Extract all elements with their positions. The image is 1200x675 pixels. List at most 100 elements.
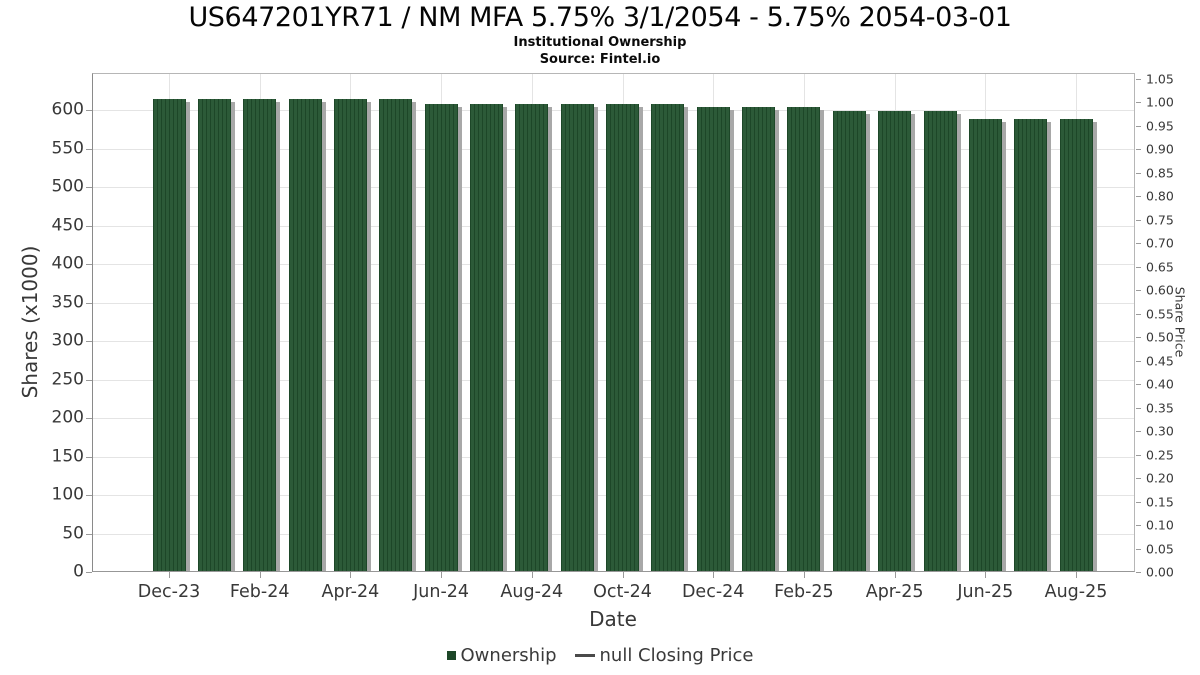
ownership-bar [379, 99, 413, 571]
plot-area [92, 73, 1135, 572]
x-axis-tick-label: Apr-25 [865, 582, 924, 602]
x-axis-tick [1076, 572, 1077, 578]
y-axis-tick-right [1136, 196, 1141, 198]
legend-label: null Closing Price [599, 645, 754, 666]
y-axis-tick-right [1136, 313, 1141, 315]
y-axis-tick-label-left: 150 [51, 446, 84, 467]
y-axis-tick-label-right: 0.95 [1146, 118, 1174, 134]
ownership-bar [832, 110, 866, 571]
x-axis-tick [985, 572, 987, 578]
y-axis-tick-left [86, 456, 92, 458]
y-axis-tick-label-right: 0.90 [1146, 141, 1174, 157]
x-axis-tick [259, 572, 261, 578]
legend: Ownership null Closing Price [0, 645, 1200, 666]
y-axis-tick-label-right: 0.70 [1146, 235, 1174, 251]
y-axis-tick-label-right: 0.65 [1146, 259, 1174, 275]
y-axis-tick-right [1136, 149, 1141, 151]
chart-title: US647201YR71 / NM MFA 5.75% 3/1/2054 - 5… [188, 2, 1012, 33]
x-axis-tick-label: Oct-24 [593, 582, 652, 602]
ownership-bar [424, 103, 458, 571]
y-axis-tick-label-right: 0.80 [1146, 188, 1174, 204]
ownership-bar [560, 103, 594, 571]
y-axis-tick-label-right: 0.45 [1146, 353, 1174, 369]
y-axis-tick-label-right: 0.15 [1146, 494, 1174, 510]
y-axis-tick-left [86, 379, 92, 381]
ownership-bar [878, 110, 912, 571]
y-axis-tick-right [1136, 78, 1141, 80]
y-axis-tick-left [86, 533, 92, 535]
ownership-bar [152, 99, 186, 571]
x-axis-tick-label: Jun-25 [957, 582, 1014, 602]
y-axis-tick-label-right: 0.20 [1146, 470, 1174, 486]
x-axis-tick-label: Jun-24 [413, 582, 470, 602]
ownership-bar [787, 107, 821, 571]
chart-subtitle: Institutional Ownership [513, 35, 687, 50]
ownership-bar [742, 107, 776, 571]
y-axis-tick-right [1136, 525, 1141, 526]
x-axis-tick-label: Feb-24 [229, 582, 290, 602]
y-axis-tick-label-left: 600 [51, 99, 84, 120]
legend-square-marker-icon [446, 651, 456, 660]
y-axis-tick-label-right: 0.25 [1146, 447, 1174, 463]
y-axis-tick-right [1136, 501, 1141, 503]
y-axis-tick-left [86, 148, 92, 150]
y-axis-tick-left [86, 302, 92, 304]
y-axis-tick-label-left: 50 [62, 523, 84, 544]
x-axis-tick [622, 572, 624, 578]
y-axis-tick-label-right: 0.10 [1146, 517, 1174, 533]
y-axis-tick-label-left: 500 [51, 176, 84, 197]
x-axis-tick [713, 572, 715, 578]
y-axis-tick-label-left: 100 [51, 484, 84, 505]
y-axis-tick-right [1136, 337, 1141, 339]
ownership-bar [968, 119, 1002, 571]
y-axis-tick-left [86, 110, 92, 111]
y-axis-tick-label-right: 0.55 [1146, 306, 1174, 322]
y-axis-tick-label-right: 0.05 [1146, 541, 1174, 556]
y-axis-tick-label-left: 300 [51, 330, 84, 351]
ownership-bar [606, 103, 639, 571]
ownership-bar [197, 99, 231, 571]
y-axis-tick-label-right: 0.00 [1146, 564, 1174, 580]
x-axis-tick [350, 572, 352, 578]
ownership-bar [288, 99, 322, 571]
x-axis-label: Date [589, 607, 637, 631]
x-axis-tick [441, 572, 443, 578]
y-axis-tick-left [86, 418, 92, 419]
ownership-bar [515, 103, 549, 571]
y-axis-tick-left [86, 495, 92, 496]
y-axis-tick-left [86, 341, 92, 342]
y-axis-tick-label-right: 1.05 [1146, 71, 1174, 87]
legend-item: Ownership [446, 645, 557, 666]
ownership-bar [651, 103, 685, 571]
y-axis-tick-left [86, 187, 92, 188]
x-axis-tick-label: Dec-24 [681, 582, 745, 602]
chart-source: Source: Fintel.io [539, 52, 661, 67]
ownership-bar [923, 110, 957, 571]
y-axis-tick-right [1136, 548, 1141, 550]
y-axis-tick-label-right: 0.85 [1146, 165, 1174, 181]
y-axis-tick-right [1136, 572, 1141, 573]
legend-item: null Closing Price [574, 645, 754, 666]
y-axis-tick-right [1136, 219, 1141, 221]
ownership-bar [696, 107, 730, 571]
legend-line-marker-icon [574, 654, 595, 657]
x-axis-tick [169, 572, 170, 578]
y-axis-tick-right [1136, 478, 1141, 480]
y-axis-tick-label-right: 1.00 [1146, 94, 1174, 110]
ownership-bar [469, 103, 503, 571]
y-axis-tick-label-right: 0.40 [1146, 376, 1174, 392]
y-axis-tick-left [86, 572, 92, 573]
y-axis-tick-label-left: 200 [51, 407, 84, 428]
ownership-bar [1059, 119, 1093, 571]
y-axis-tick-right [1136, 454, 1141, 456]
y-axis-tick-right [1136, 290, 1141, 292]
y-axis-tick-right [1136, 266, 1141, 268]
ownership-bar [333, 99, 367, 571]
y-axis-label-right: Share Price [1172, 286, 1188, 358]
y-axis-tick-right [1136, 407, 1141, 409]
y-axis-tick-right [1136, 125, 1141, 127]
y-axis-tick-label-right: 0.75 [1146, 212, 1174, 228]
ownership-bar [1014, 119, 1048, 571]
y-axis-tick-label-left: 400 [51, 253, 84, 274]
